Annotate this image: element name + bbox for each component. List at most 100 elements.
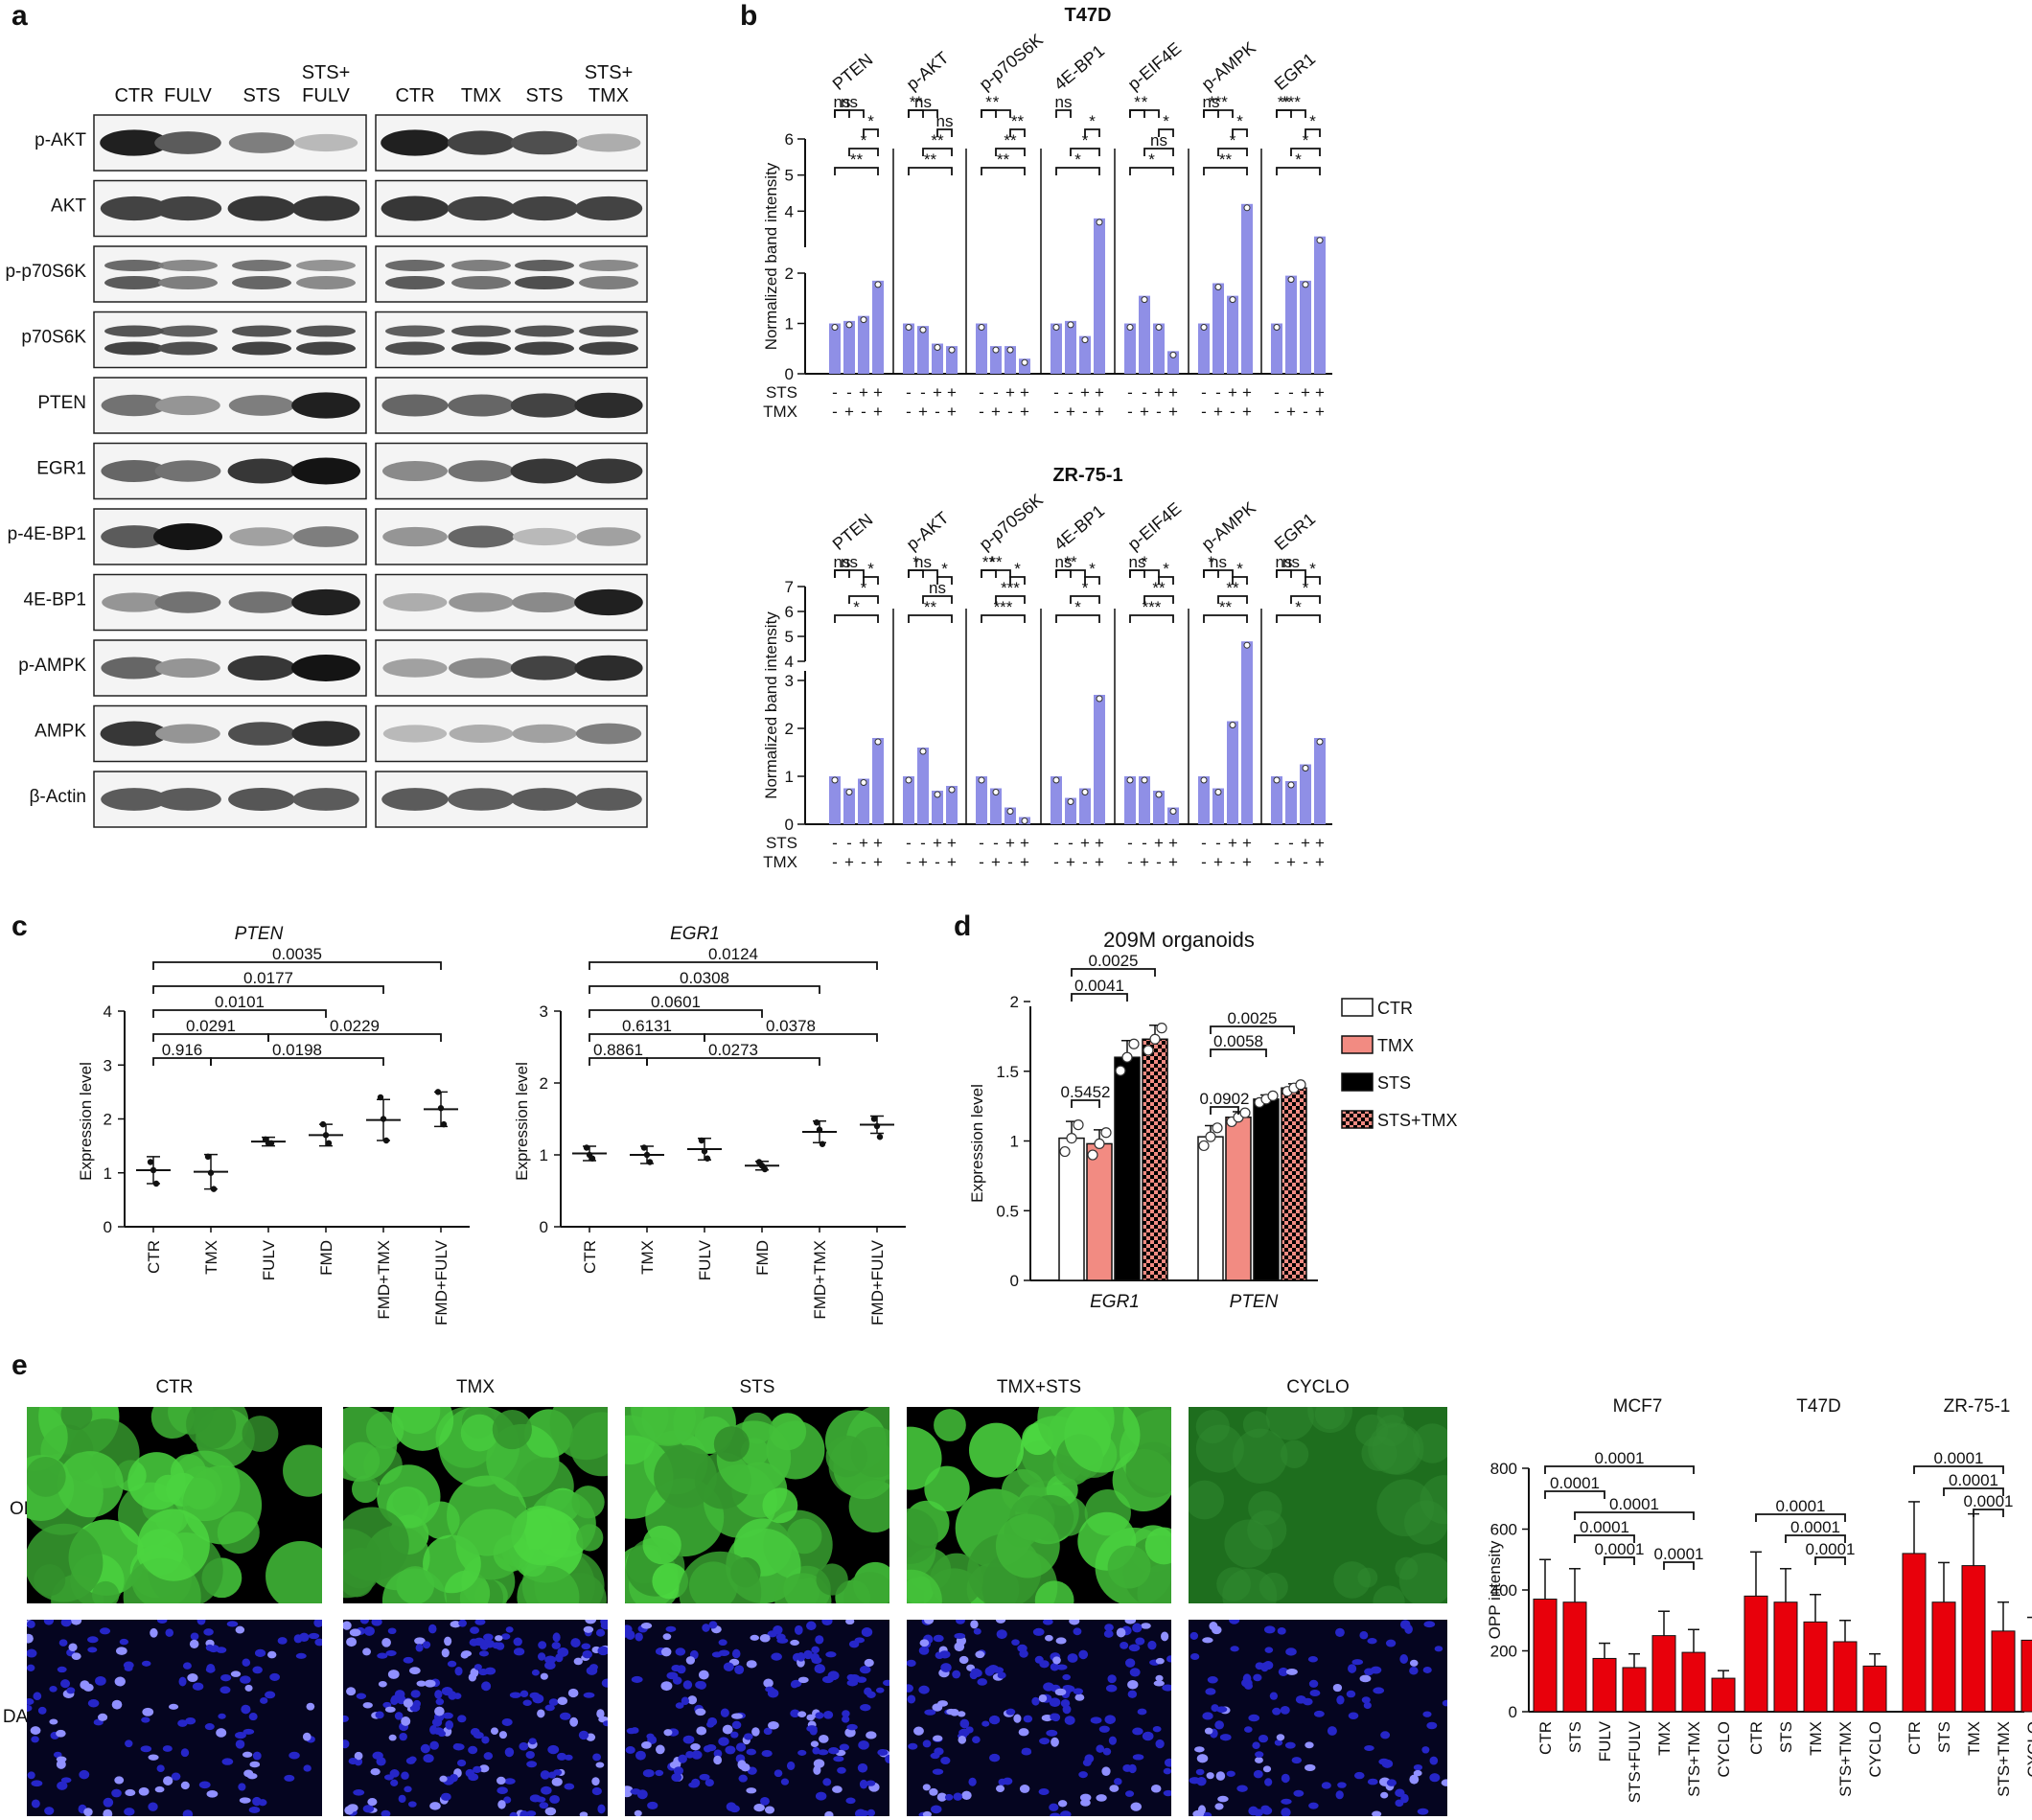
tmx-sign: +: [1020, 403, 1029, 421]
dapi-nucleus: [1150, 1784, 1162, 1793]
data-bar: [1058, 1137, 1085, 1281]
dapi-nucleus: [922, 1810, 932, 1816]
blot-band: [579, 325, 638, 337]
data-bar: [1198, 776, 1210, 824]
bracket-line: [936, 128, 953, 137]
dapi-nucleus: [1164, 1758, 1171, 1767]
protein-row-label: PTEN: [37, 393, 86, 413]
dapi-nucleus: [751, 1727, 760, 1737]
dapi-nucleus: [671, 1664, 681, 1672]
significance-bracket: **: [834, 150, 879, 175]
dapi-nucleus: [513, 1637, 522, 1647]
dapi-nucleus: [933, 1634, 944, 1643]
tmx-sign: +: [844, 403, 854, 421]
dapi-nucleus: [520, 1690, 529, 1698]
p-value-bracket: 0.0025: [1071, 952, 1156, 977]
sts-sign: +: [1168, 834, 1178, 852]
dapi-nucleus: [252, 1796, 262, 1807]
dapi-nucleus: [371, 1620, 382, 1626]
blot-frame: [93, 311, 367, 369]
dapi-nucleus: [1351, 1659, 1364, 1666]
opp-cell-cluster: [492, 1409, 532, 1450]
dapi-nucleus: [148, 1802, 158, 1811]
dapi-nucleus: [1367, 1778, 1378, 1785]
dapi-nucleus: [171, 1772, 181, 1781]
dapi-nucleus: [601, 1678, 608, 1688]
sts-sign: -: [1068, 383, 1074, 402]
dapi-nucleus: [1161, 1631, 1169, 1642]
dapi-nucleus: [308, 1632, 320, 1640]
chart-title: ZR-75-1: [1052, 465, 1122, 486]
dapi-nucleus: [551, 1642, 561, 1649]
dapi-nucleus: [1096, 1744, 1105, 1753]
dapi-nucleus: [1258, 1734, 1269, 1743]
dapi-nucleus: [961, 1790, 972, 1800]
dapi-nucleus: [377, 1652, 388, 1659]
blot-band: [579, 260, 638, 271]
data-bar: [1711, 1677, 1736, 1713]
bracket-label: *: [861, 131, 867, 150]
sts-sign: -: [1127, 383, 1133, 402]
bracket-line: [834, 109, 865, 118]
dapi-nucleus: [1337, 1782, 1347, 1788]
lane-label: CTR: [395, 85, 434, 106]
bracket-label: **: [924, 150, 937, 169]
dapi-image: [907, 1620, 1171, 1816]
dapi-nucleus: [866, 1780, 876, 1786]
p-value-bracket: 0.916: [152, 1041, 212, 1066]
dapi-nucleus: [348, 1758, 358, 1765]
dapi-nucleus: [525, 1750, 535, 1760]
tmx-sign: +: [1242, 403, 1252, 421]
bracket-label: 0.0001: [1934, 1449, 1984, 1467]
significance-bracket: *: [1290, 579, 1321, 604]
data-point: [905, 324, 912, 331]
protein-row-label: AMPK: [35, 722, 86, 742]
dapi-nucleus: [635, 1632, 643, 1642]
bracket-line: [1129, 614, 1174, 623]
dapi-nucleus: [1073, 1688, 1084, 1695]
blot-band: [104, 276, 164, 289]
dapi-nucleus: [31, 1736, 39, 1743]
dapi-nucleus: [821, 1675, 834, 1684]
dapi-nucleus: [1386, 1779, 1397, 1786]
dapi-nucleus: [442, 1712, 453, 1719]
blot-band: [574, 196, 643, 221]
dapi-nucleus: [660, 1647, 672, 1657]
blot-band: [296, 341, 356, 356]
sts-sign: +: [1315, 383, 1325, 402]
dapi-nucleus: [495, 1635, 503, 1642]
significance-bracket: ns: [936, 112, 953, 137]
dapi-nucleus: [490, 1727, 499, 1735]
blot-band: [512, 527, 577, 546]
data-bar: [1271, 323, 1282, 374]
dapi-nucleus: [220, 1673, 232, 1682]
bracket-label: 0.0101: [215, 993, 265, 1011]
bracket-label: **: [989, 553, 1003, 571]
dapi-nucleus: [626, 1727, 636, 1735]
dapi-nucleus: [1226, 1770, 1235, 1777]
dapi-nucleus: [581, 1643, 591, 1650]
tmx-sign: -: [1007, 853, 1013, 871]
data-bar: [1651, 1635, 1676, 1713]
opp-cell-cluster: [27, 1457, 66, 1497]
data-point: [1205, 1131, 1216, 1142]
significance-bracket: *: [863, 112, 879, 137]
dapi-nucleus: [1285, 1668, 1298, 1675]
dapi-nucleus: [625, 1790, 633, 1798]
blot-band: [104, 260, 164, 271]
data-bar: [1079, 788, 1091, 824]
bracket-line: [936, 576, 953, 585]
sts-sign: +: [947, 834, 957, 852]
blot-band: [227, 458, 296, 484]
data-bar: [872, 738, 884, 824]
bracket-line: [152, 1057, 212, 1066]
dapi-nucleus: [1189, 1652, 1200, 1661]
dapi-nucleus: [1214, 1803, 1224, 1810]
blot-band: [575, 788, 642, 811]
dapi-nucleus: [1280, 1705, 1290, 1715]
tmx-sign: -: [1201, 853, 1207, 871]
dapi-nucleus: [456, 1759, 467, 1767]
bracket-label: 0.0001: [1949, 1471, 1998, 1489]
data-point: [1316, 237, 1324, 244]
data-point: [1096, 219, 1103, 226]
